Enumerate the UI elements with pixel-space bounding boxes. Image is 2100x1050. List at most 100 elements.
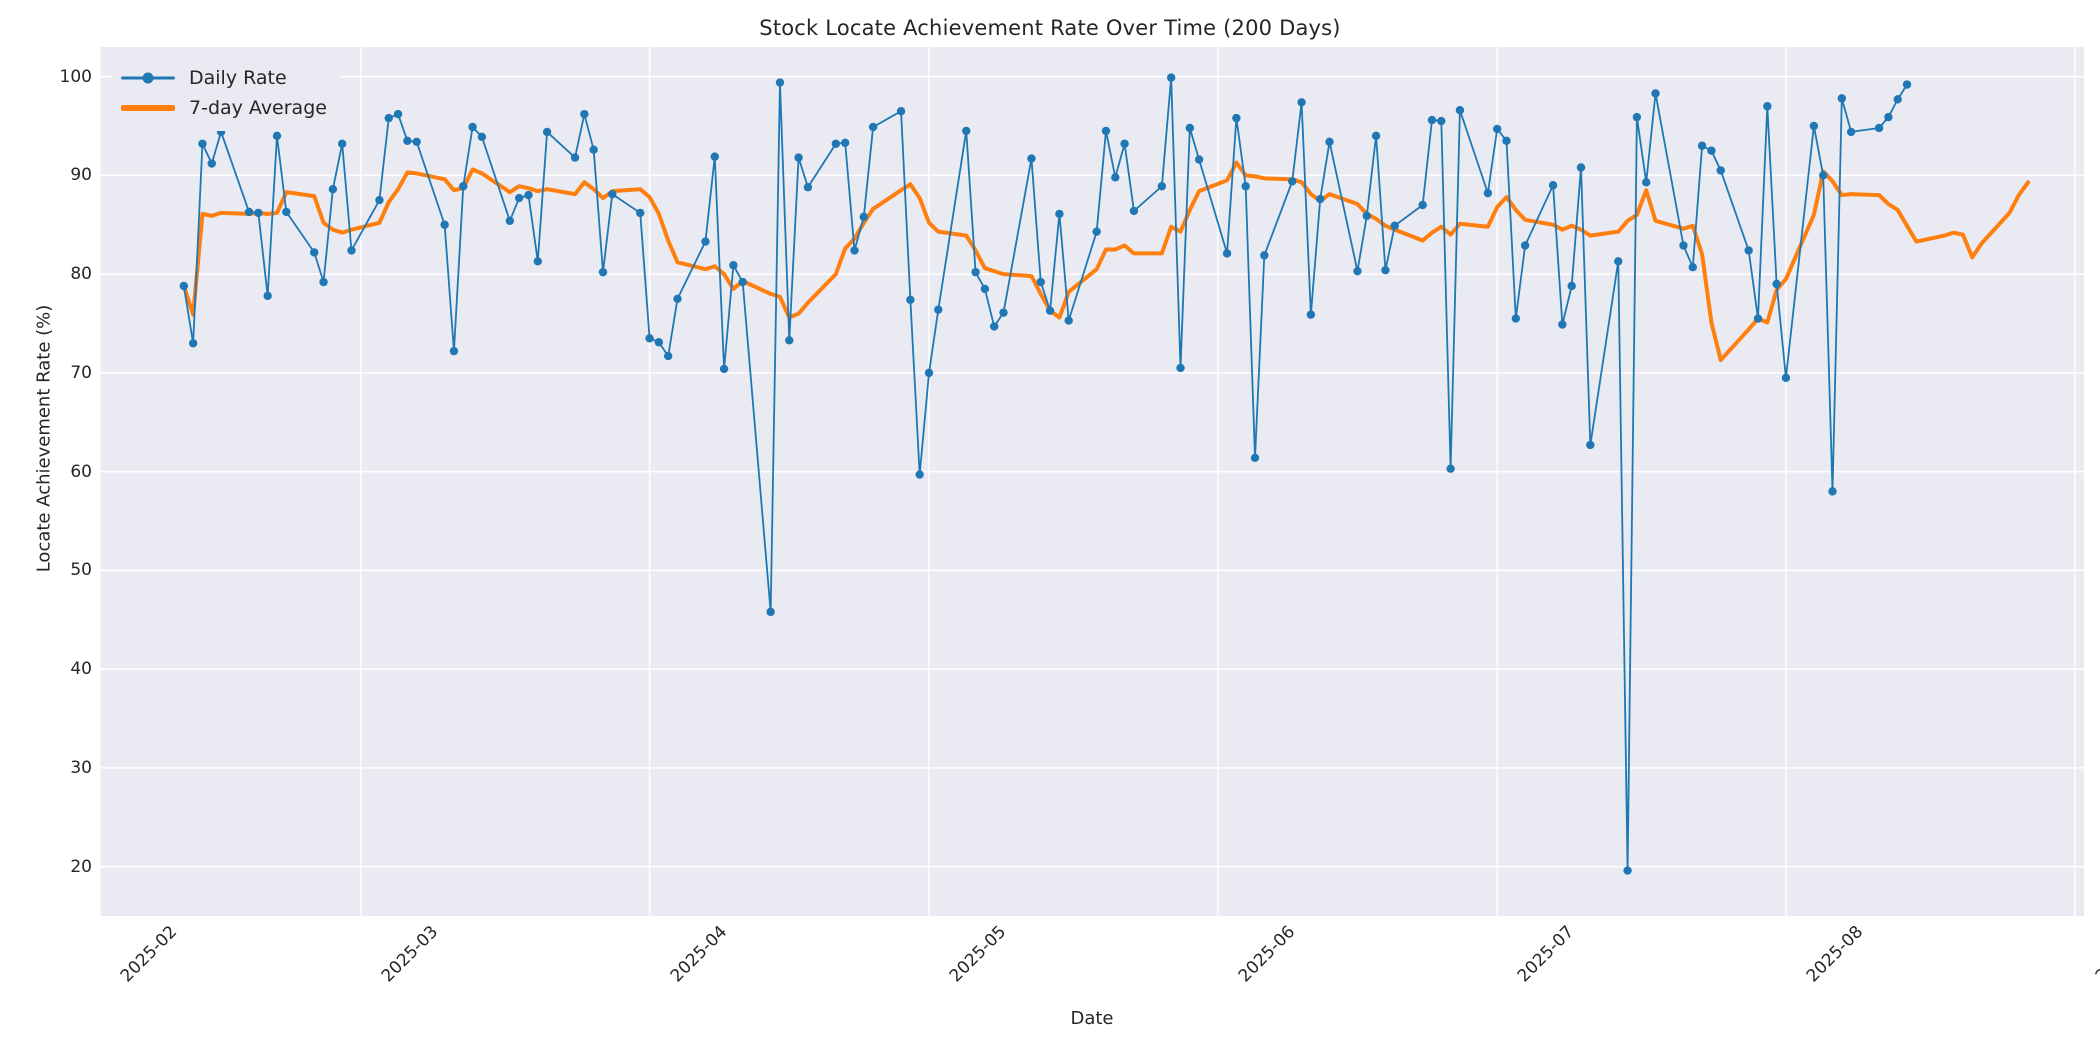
data-point-marker [272,131,282,141]
data-point-marker [1036,277,1045,287]
data-point-marker [1092,227,1101,236]
y-axis-label: Locate Achievement Rate (%) [33,304,55,573]
data-point-marker [1884,112,1893,122]
data-point-marker [1558,320,1567,329]
data-point-marker [524,190,533,200]
data-point-marker [636,208,645,218]
data-point-marker [1846,127,1856,137]
data-point-marker [999,308,1008,317]
legend-item[interactable]: Daily Rate [121,63,327,93]
plot-svg [100,47,2084,916]
data-point-marker [1642,178,1651,187]
data-point-marker [1818,171,1828,180]
data-point-marker [403,136,412,146]
data-point-marker [1157,182,1167,191]
y-axis-tick-label: 50 [70,560,92,581]
data-point-marker [1520,241,1530,250]
data-point-marker [1222,249,1232,258]
data-point-marker [1045,306,1055,315]
data-point-marker [310,248,319,257]
data-point-marker [663,351,673,361]
data-point-marker [1353,266,1362,276]
data-point-marker [337,139,347,148]
data-point-marker [188,339,198,348]
y-axis-tick-label: 60 [70,461,92,482]
data-point-marker [1362,211,1371,221]
y-axis-tick-label: 70 [70,362,92,383]
data-point-marker [1297,98,1306,107]
data-point-marker [1232,113,1241,123]
legend-item[interactable]: 7-day Average [121,93,327,123]
data-point-marker [1688,263,1697,272]
data-point-marker [840,138,850,147]
data-point-marker [198,139,207,148]
data-point-marker [1707,146,1716,155]
data-point-marker [505,216,515,225]
data-point-marker [1548,181,1558,190]
data-point-marker [645,334,654,343]
x-axis-label: Date [1070,1008,1114,1029]
data-point-marker [1250,453,1260,462]
data-point-marker [179,281,189,291]
x-axis-tick-label: 2025-07 [1513,922,1579,987]
data-point-marker [794,153,803,162]
data-point-marker [1418,200,1427,210]
data-point-marker [1874,123,1884,133]
data-point-marker [1679,241,1688,250]
data-point-marker [1325,137,1334,146]
data-point-marker [729,261,738,270]
data-point-marker [1455,106,1465,115]
data-point-marker [393,109,403,119]
data-point-marker [1893,95,1902,104]
data-point-marker [1288,177,1297,186]
x-axis-tick-label: 2025-05 [945,922,1011,987]
data-point-marker [738,277,747,287]
data-point-marker [1763,102,1772,111]
data-point-marker [533,257,542,266]
data-point-marker [701,237,710,246]
data-point-marker [1120,139,1129,148]
data-point-marker [971,267,980,277]
data-point-marker [1837,94,1847,103]
data-point-marker [980,284,990,294]
data-point-marker [328,185,338,194]
y-axis-tick-label: 40 [70,659,92,680]
data-point-marker [1027,154,1036,163]
legend-item-label: Daily Rate [189,67,287,89]
data-point-marker [598,267,608,277]
data-point-marker [1828,487,1837,496]
data-point-marker [1064,316,1073,325]
data-point-marker [207,159,216,168]
y-axis-tick-label: 90 [70,165,92,186]
data-point-marker [831,139,841,148]
y-axis-tick-labels: 100 90 80 70 60 50 40 30 20 [0,47,92,916]
data-point-marker [1511,314,1521,323]
data-point-marker [1614,257,1623,266]
data-point-marker [710,152,719,161]
data-point-marker [375,195,384,205]
data-point-marker [570,153,580,162]
data-point-marker [1809,121,1819,131]
data-point-marker [1371,131,1381,141]
y-axis-tick-label: 100 [59,66,92,87]
data-point-marker [412,137,421,146]
data-point-marker [766,607,775,617]
data-point-marker [1390,221,1399,230]
x-axis-tick-label: 2025-06 [1234,922,1299,987]
x-axis-tick-label: 2025-02 [116,922,182,987]
chart-title: Stock Locate Achievement Rate Over Time … [759,16,1341,40]
y-axis-tick-label: 30 [70,757,92,778]
data-point-marker [282,207,291,217]
data-point-marker [673,294,682,304]
data-point-marker [785,336,794,345]
data-point-marker [1101,126,1111,136]
data-point-marker [1437,116,1446,126]
y-axis-tick-label: 20 [70,856,92,877]
data-point-marker [1586,440,1595,450]
data-point-marker [1306,310,1316,319]
data-point-marker [990,322,999,331]
data-point-marker [868,122,878,132]
data-point-marker [440,220,449,229]
legend-swatch-icon [121,67,175,89]
data-point-marker [1166,73,1176,82]
